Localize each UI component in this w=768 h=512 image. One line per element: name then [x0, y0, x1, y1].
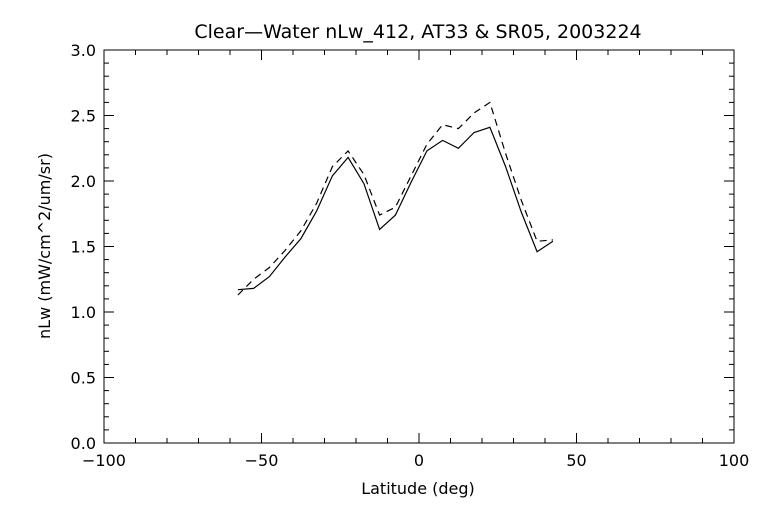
- y-axis-ticks: 0.0 0.5 1.0 1.5 2.0 2.5 3.0: [71, 41, 734, 453]
- plot-frame: [103, 49, 735, 444]
- y-axis-title: nLw (mW/cm^2/um/sr): [35, 153, 54, 339]
- y-tick-label: 0.5: [71, 369, 96, 388]
- series-line-dashed: [237, 101, 553, 296]
- x-axis-title: Latitude (deg): [361, 479, 475, 498]
- x-tick-label: −100: [82, 451, 126, 470]
- y-tick-label: 3.0: [71, 41, 96, 60]
- x-tick-label: 50: [566, 451, 586, 470]
- y-tick-label: 2.5: [71, 107, 96, 126]
- x-axis-ticks: −100 −50 0 50 100: [82, 50, 749, 470]
- chart-title: Clear—Water nLw_412, AT33 & SR05, 200322…: [194, 21, 641, 43]
- y-tick-label: 2.0: [71, 172, 96, 191]
- x-tick-label: 0: [414, 451, 424, 470]
- y-tick-label: 1.0: [71, 303, 96, 322]
- minor-ticks: [103, 49, 735, 444]
- y-tick-label: 0.0: [71, 434, 96, 453]
- series-layer: [237, 101, 554, 296]
- series-line-solid: [237, 126, 554, 291]
- x-tick-label: −50: [245, 451, 279, 470]
- y-tick-label: 1.5: [71, 238, 96, 257]
- x-tick-label: 100: [719, 451, 750, 470]
